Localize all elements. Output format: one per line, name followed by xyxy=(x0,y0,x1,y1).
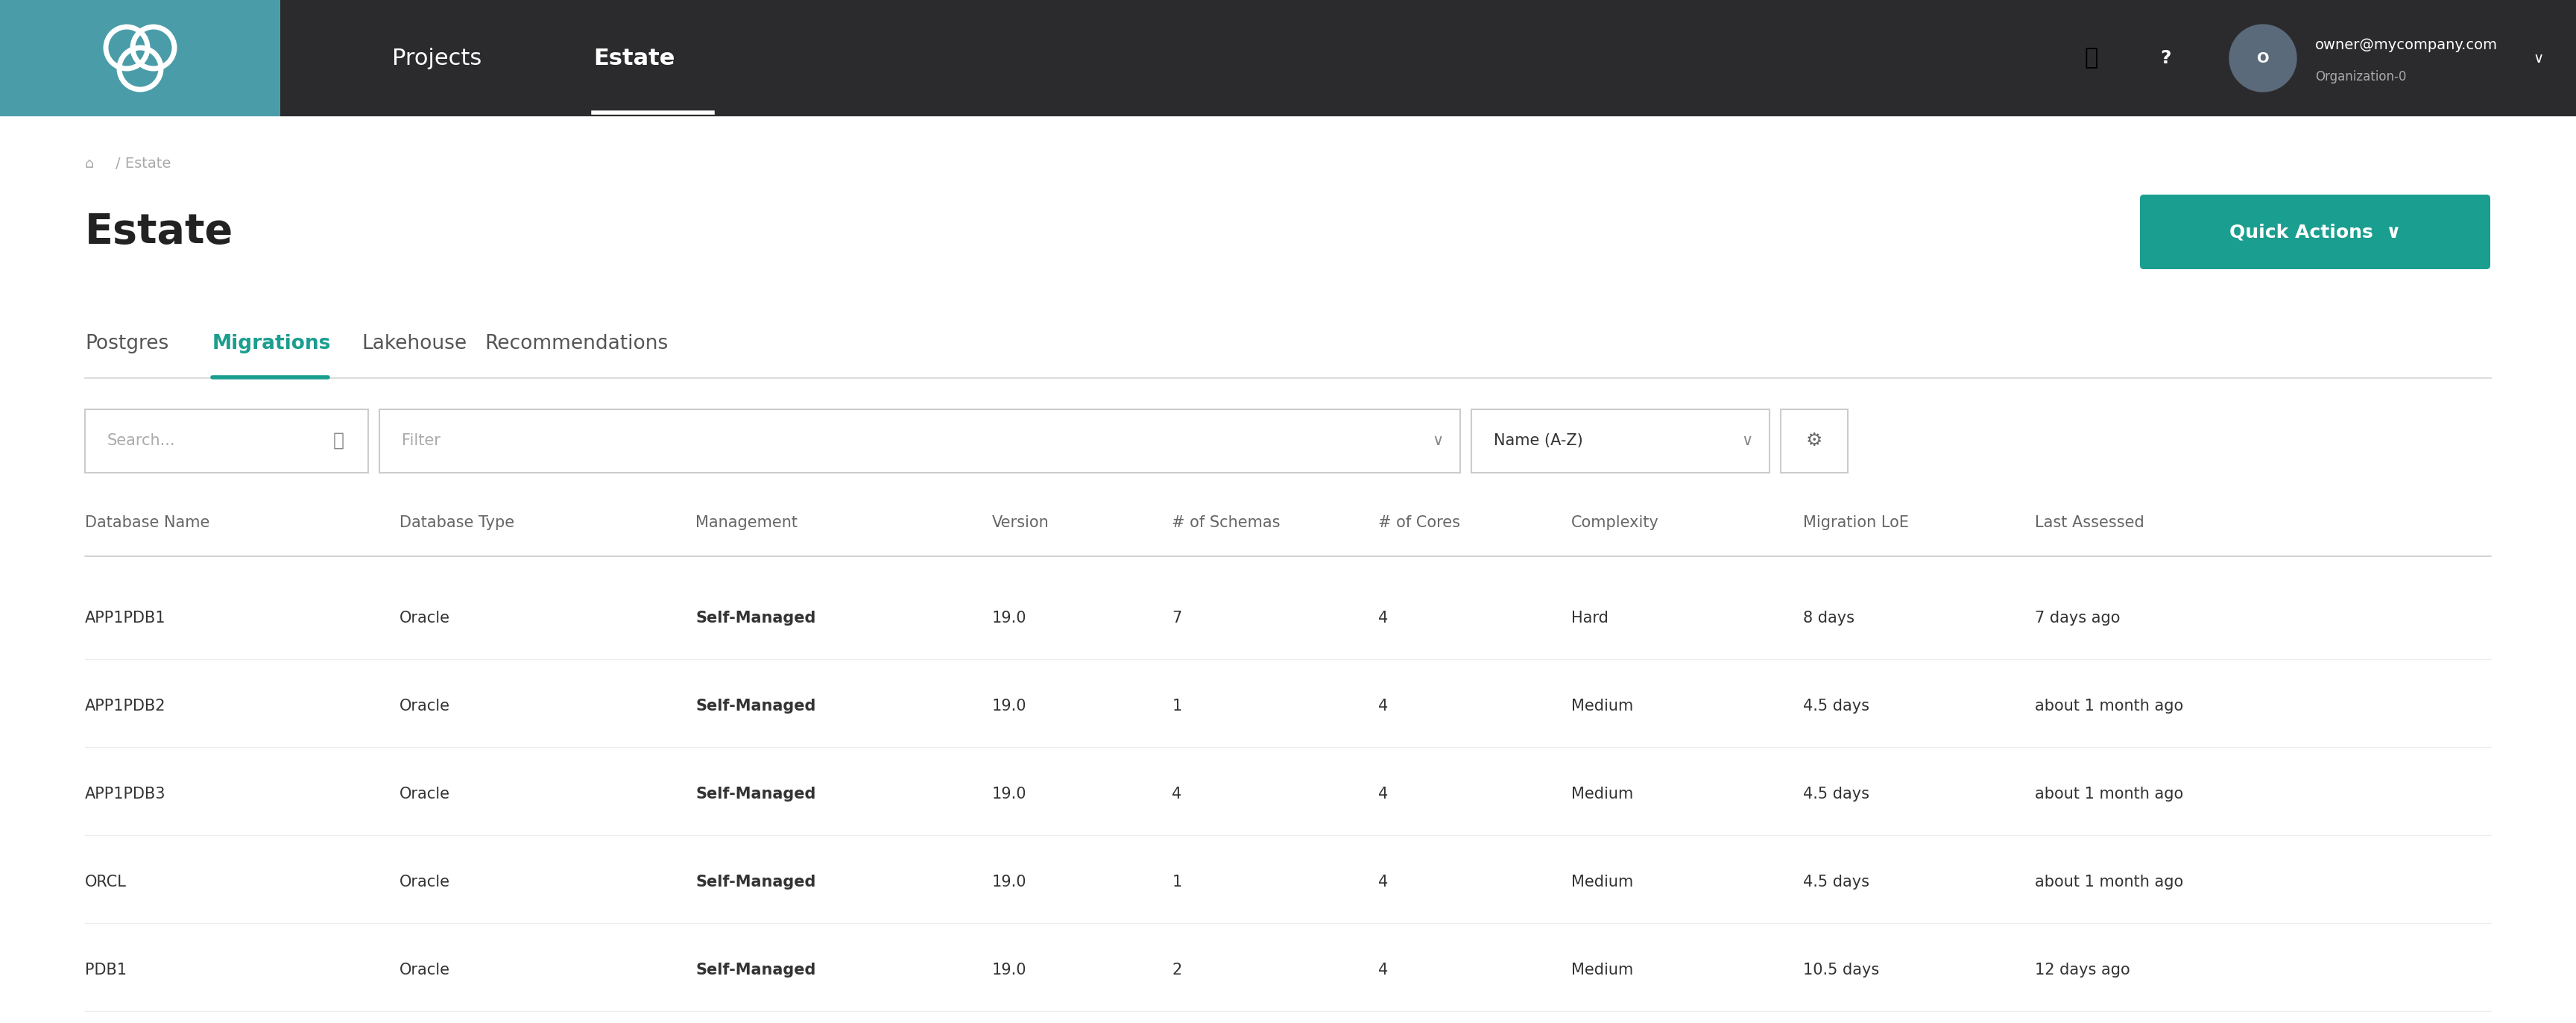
Text: 19.0: 19.0 xyxy=(992,875,1025,890)
Text: 8 days: 8 days xyxy=(1803,611,1855,626)
Text: ∨: ∨ xyxy=(2532,51,2545,65)
Text: 4: 4 xyxy=(1172,787,1182,802)
Text: APP1PDB1: APP1PDB1 xyxy=(85,611,165,626)
Text: ?: ? xyxy=(2161,49,2172,68)
Text: Self-Managed: Self-Managed xyxy=(696,699,817,714)
FancyBboxPatch shape xyxy=(1471,409,1770,473)
Text: Self-Managed: Self-Managed xyxy=(696,787,817,802)
Text: Medium: Medium xyxy=(1571,875,1633,890)
Text: Oracle: Oracle xyxy=(399,875,451,890)
Text: Migrations: Migrations xyxy=(211,335,332,353)
Text: # of Cores: # of Cores xyxy=(1378,516,1461,530)
FancyBboxPatch shape xyxy=(2141,194,2491,269)
Text: Last Assessed: Last Assessed xyxy=(2035,516,2143,530)
Text: about 1 month ago: about 1 month ago xyxy=(2035,875,2184,890)
Text: 4: 4 xyxy=(1378,963,1388,978)
Text: 1: 1 xyxy=(1172,699,1182,714)
Text: ∨: ∨ xyxy=(1432,433,1443,448)
Text: 10.5 days: 10.5 days xyxy=(1803,963,1880,978)
Text: APP1PDB3: APP1PDB3 xyxy=(85,787,165,802)
Text: Name (A-Z): Name (A-Z) xyxy=(1494,433,1584,448)
Circle shape xyxy=(2228,25,2295,92)
Text: ⌂: ⌂ xyxy=(85,157,95,171)
Text: 4: 4 xyxy=(1378,611,1388,626)
Text: 4.5 days: 4.5 days xyxy=(1803,787,1870,802)
Text: # of Schemas: # of Schemas xyxy=(1172,516,1280,530)
Text: Migration LoE: Migration LoE xyxy=(1803,516,1909,530)
Text: Oracle: Oracle xyxy=(399,611,451,626)
Text: Organization-0: Organization-0 xyxy=(2316,71,2406,84)
Text: 7: 7 xyxy=(1172,611,1182,626)
Text: Medium: Medium xyxy=(1571,963,1633,978)
Text: 19.0: 19.0 xyxy=(992,699,1025,714)
Text: 7 days ago: 7 days ago xyxy=(2035,611,2120,626)
Text: Oracle: Oracle xyxy=(399,787,451,802)
Text: Hard: Hard xyxy=(1571,611,1607,626)
Text: Lakehouse: Lakehouse xyxy=(361,335,466,353)
Text: 19.0: 19.0 xyxy=(992,611,1025,626)
FancyBboxPatch shape xyxy=(85,409,368,473)
Text: 4: 4 xyxy=(1378,787,1388,802)
Text: 4.5 days: 4.5 days xyxy=(1803,875,1870,890)
Text: about 1 month ago: about 1 month ago xyxy=(2035,787,2184,802)
Text: Projects: Projects xyxy=(392,47,482,69)
Text: ∨: ∨ xyxy=(1741,433,1752,448)
Bar xyxy=(0,0,2576,117)
Text: Search...: Search... xyxy=(108,433,175,448)
Text: Self-Managed: Self-Managed xyxy=(696,875,817,890)
FancyBboxPatch shape xyxy=(379,409,1461,473)
Text: 4.5 days: 4.5 days xyxy=(1803,699,1870,714)
Text: Filter: Filter xyxy=(402,433,440,448)
Text: owner@mycompany.com: owner@mycompany.com xyxy=(2316,38,2499,52)
Text: / Estate: / Estate xyxy=(116,157,170,171)
Text: Version: Version xyxy=(992,516,1048,530)
Text: APP1PDB2: APP1PDB2 xyxy=(85,699,165,714)
Text: 2: 2 xyxy=(1172,963,1182,978)
Text: Oracle: Oracle xyxy=(399,963,451,978)
Text: Oracle: Oracle xyxy=(399,699,451,714)
FancyBboxPatch shape xyxy=(1780,409,1847,473)
Text: ⌕: ⌕ xyxy=(332,432,345,450)
Text: Estate: Estate xyxy=(85,212,234,252)
Text: Medium: Medium xyxy=(1571,699,1633,714)
Text: PDB1: PDB1 xyxy=(85,963,126,978)
Text: ORCL: ORCL xyxy=(85,875,126,890)
Text: 4: 4 xyxy=(1378,699,1388,714)
Text: Management: Management xyxy=(696,516,799,530)
Bar xyxy=(0,0,281,117)
Text: Database Type: Database Type xyxy=(399,516,515,530)
Text: Quick Actions  ∨: Quick Actions ∨ xyxy=(2228,223,2401,240)
Text: Estate: Estate xyxy=(592,47,675,69)
Text: Self-Managed: Self-Managed xyxy=(696,963,817,978)
Text: Medium: Medium xyxy=(1571,787,1633,802)
Text: 19.0: 19.0 xyxy=(992,787,1025,802)
Text: Database Name: Database Name xyxy=(85,516,209,530)
Text: 1: 1 xyxy=(1172,875,1182,890)
Text: 🔔: 🔔 xyxy=(2084,47,2099,69)
Text: Recommendations: Recommendations xyxy=(484,335,667,353)
Bar xyxy=(0,117,2576,1023)
Text: Postgres: Postgres xyxy=(85,335,167,353)
Text: O: O xyxy=(2257,51,2269,65)
Text: 12 days ago: 12 days ago xyxy=(2035,963,2130,978)
Text: ⚙: ⚙ xyxy=(1806,432,1824,450)
Text: Self-Managed: Self-Managed xyxy=(696,611,817,626)
Text: 4: 4 xyxy=(1378,875,1388,890)
Text: 19.0: 19.0 xyxy=(992,963,1025,978)
Text: Complexity: Complexity xyxy=(1571,516,1659,530)
Text: about 1 month ago: about 1 month ago xyxy=(2035,699,2184,714)
